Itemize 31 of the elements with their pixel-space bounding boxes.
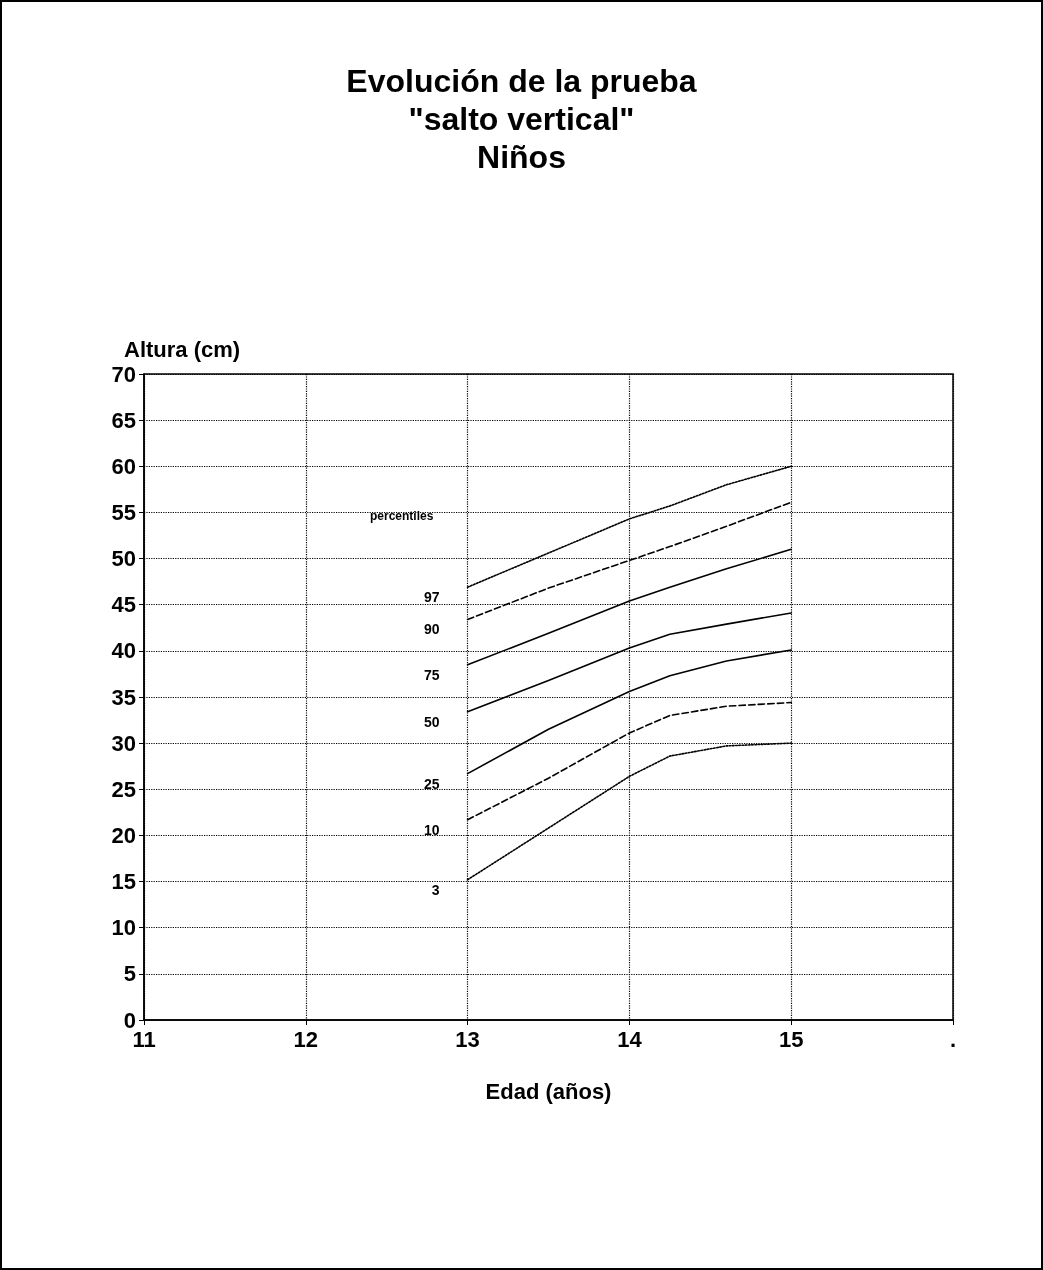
y-tick-label: 50 — [111, 546, 136, 572]
y-tick-label: 30 — [111, 730, 136, 756]
y-tick-label: 15 — [111, 869, 136, 895]
text: 75 — [424, 666, 440, 683]
y-tick-label: 5 — [123, 961, 136, 987]
text: 3 — [431, 881, 440, 898]
y-axis-title: Altura (cm) — [124, 336, 241, 362]
y-tick-label: 35 — [111, 684, 136, 710]
y-tick-label: 10 — [111, 915, 136, 941]
chart-title: Evolución de la prueba "salto vertical" Niños — [346, 63, 697, 175]
x-axis-title: Edad (años) — [485, 1078, 612, 1104]
text: 90 — [424, 621, 440, 638]
text: 10 — [424, 821, 440, 838]
text: 50 — [424, 713, 440, 730]
y-tick-label: 25 — [111, 776, 136, 802]
y-tick-label: 60 — [111, 453, 136, 479]
x-tick-label: 15 — [778, 1026, 804, 1052]
x-tick-label: 12 — [293, 1026, 319, 1052]
y-tick-label: 70 — [111, 361, 136, 387]
y-tick-label: 55 — [111, 499, 136, 525]
y-tick-label: 0 — [123, 1007, 136, 1033]
x-tick-label: 14 — [617, 1026, 643, 1052]
y-tick-label: 20 — [111, 822, 136, 848]
x-tick-label: . — [949, 1026, 957, 1052]
y-tick-label: 65 — [111, 407, 136, 433]
text: 25 — [424, 775, 440, 792]
legend-title: percentiles — [370, 509, 434, 523]
text: 97 — [424, 589, 440, 606]
y-tick-label: 45 — [111, 592, 136, 618]
y-tick-label: 40 — [111, 638, 136, 664]
x-tick-label: 13 — [455, 1026, 480, 1052]
